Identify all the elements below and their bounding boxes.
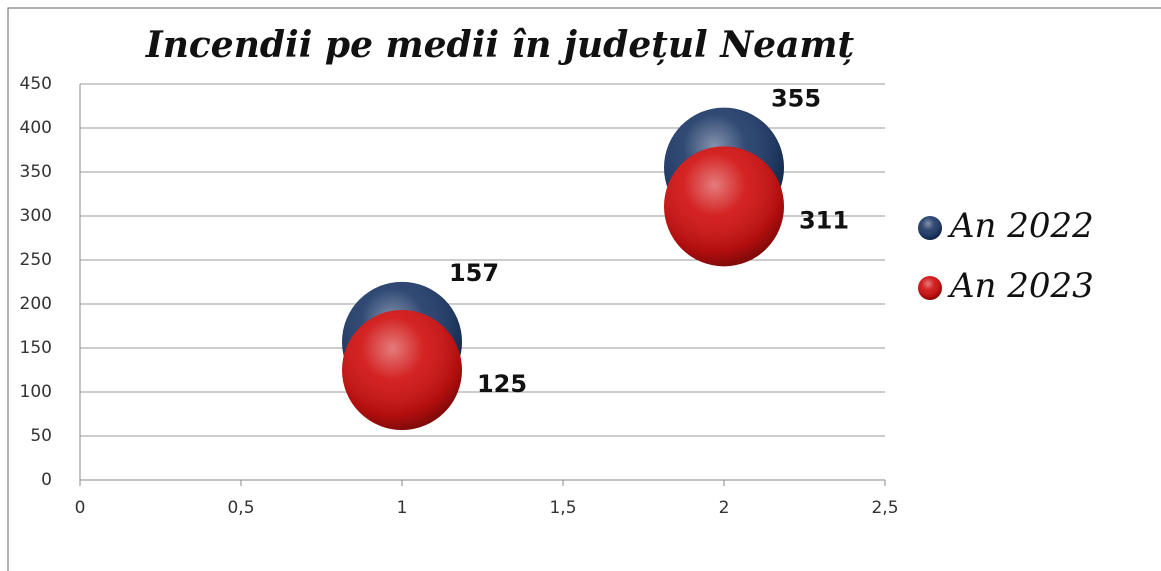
x-tick-label: 1,5 (549, 498, 576, 518)
y-tick-label: 200 (20, 294, 52, 314)
chart-border (7, 7, 1161, 571)
bubble-shine (342, 310, 462, 430)
y-tick-label: 250 (20, 250, 52, 270)
data-label: 157 (449, 259, 499, 287)
x-tick-label: 0 (75, 498, 86, 518)
legend-marker-shine (918, 216, 942, 240)
legend-marker-shine (918, 276, 942, 300)
y-tick-label: 300 (20, 206, 52, 226)
bubble-shine (664, 146, 784, 267)
y-tick-label: 350 (20, 162, 52, 182)
x-tick-label: 2,5 (871, 498, 898, 518)
y-tick-label: 0 (41, 470, 52, 490)
y-tick-label: 100 (20, 382, 52, 402)
chart-title: Incendii pe medii în județul Neamț (145, 24, 855, 66)
data-label: 311 (799, 206, 849, 234)
legend-label: An 2023 (947, 266, 1094, 306)
data-label: 125 (477, 370, 527, 398)
y-tick-label: 400 (20, 118, 52, 138)
legend-label: An 2022 (947, 206, 1094, 246)
data-label: 355 (771, 85, 821, 113)
y-tick-label: 150 (20, 338, 52, 358)
x-tick-label: 1 (397, 498, 408, 518)
x-tick-label: 0,5 (227, 498, 254, 518)
x-tick-label: 2 (719, 498, 730, 518)
y-tick-label: 450 (20, 74, 52, 94)
y-tick-label: 50 (30, 426, 52, 446)
